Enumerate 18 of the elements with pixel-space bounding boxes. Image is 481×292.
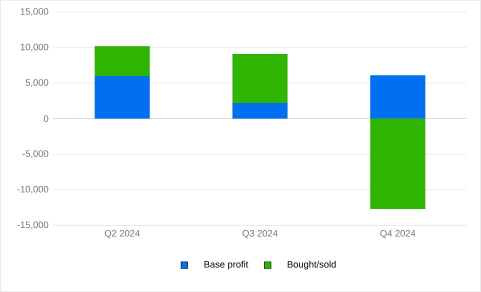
y-tick-label: 15,000 <box>20 8 48 16</box>
y-tick-label: -10,000 <box>17 186 48 194</box>
y-tick-label: 0 <box>44 115 48 122</box>
x-tick-label: Q2 2024 <box>104 230 140 238</box>
bar <box>232 103 288 119</box>
bar <box>370 75 426 119</box>
x-tick-label: Q4 2024 <box>380 230 416 238</box>
bar <box>370 118 426 209</box>
x-tick-label: Q3 2024 <box>242 230 278 238</box>
y-tick-label: -15,000 <box>17 221 48 230</box>
bar <box>94 76 150 119</box>
legend-label: Base profit <box>204 260 248 270</box>
y-tick-label: 10,000 <box>20 44 48 52</box>
bar <box>94 46 150 76</box>
bar <box>232 54 288 104</box>
legend-label: Bought/sold <box>288 260 336 270</box>
y-tick-label: 5,000 <box>26 79 48 87</box>
y-tick-label: -5,000 <box>22 150 48 158</box>
